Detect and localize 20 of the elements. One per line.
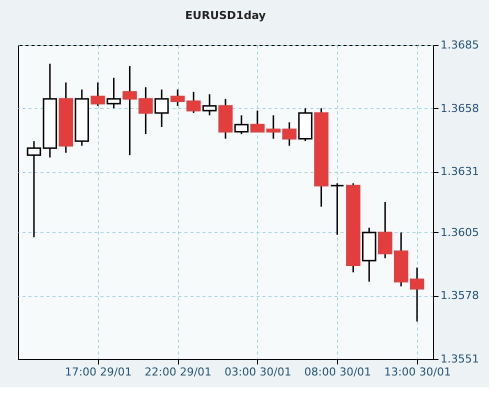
y-tick-label: 1.3685 xyxy=(440,38,479,52)
y-tick-label: 1.3551 xyxy=(440,352,479,366)
candlestick xyxy=(202,93,217,116)
candlestick xyxy=(250,110,265,132)
candlestick xyxy=(106,77,121,110)
x-tick-label: 08:00 30/01 xyxy=(304,366,372,378)
y-tick-label: 1.3631 xyxy=(440,165,479,178)
candlestick xyxy=(330,182,344,236)
y-tick-label: 1.3658 xyxy=(440,102,479,115)
y-tick-label: 1.3605 xyxy=(440,226,479,239)
x-tick-label: 13:00 30/01 xyxy=(384,366,451,378)
candlestick xyxy=(26,140,42,238)
candlestick xyxy=(234,114,249,135)
x-tick-label: 17:00 29/01 xyxy=(64,366,132,378)
candlestick xyxy=(154,88,169,128)
chart-title: EURUSD1day xyxy=(185,9,266,22)
x-tick-label: 03:00 30/01 xyxy=(224,366,292,378)
x-tick-label: 22:00 29/01 xyxy=(144,366,212,378)
y-tick-label: 1.3578 xyxy=(440,289,479,302)
candlestick xyxy=(410,266,424,322)
